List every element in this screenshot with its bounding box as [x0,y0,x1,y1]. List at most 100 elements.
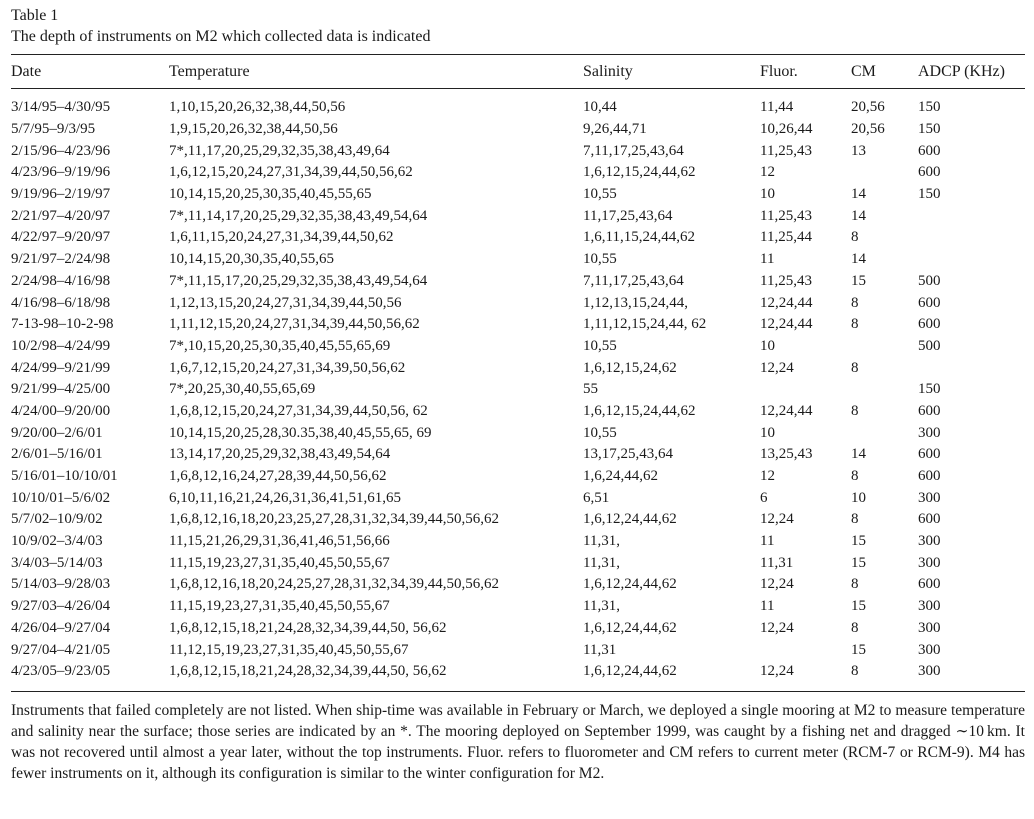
cell-adcp: 600 [918,511,941,528]
cell-salinity: 10,55 [583,337,617,354]
cell-adcp: 500 [918,272,941,289]
cell-salinity: 1,6,12,24,44,62 [583,511,677,528]
table-row: 4/16/98–6/18/98 1,12,13,15,20,24,27,31,34… [11,292,1025,314]
cell-temperature: 1,12,13,15,20,24,27,31,34,39,44,50,56 [169,294,402,311]
cell-cm: 14 [851,446,866,463]
cell-fluor: 12,24 [760,511,794,528]
cell-adcp: 150 [918,381,941,398]
cell-fluor [760,379,851,401]
cell-adcp: 600 [918,164,941,181]
column-header-fluor: Fluor. [760,55,851,89]
cell-cm: 15 [851,272,866,289]
cell-salinity: 9,26,44,71 [583,121,647,138]
cell-adcp: 600 [918,446,941,463]
cell-adcp: 600 [918,316,941,333]
table-row: 9/27/04–4/21/05 11,12,15,19,23,27,31,35,4… [11,639,1025,661]
cell-date: 5/7/95–9/3/95 [11,121,96,138]
cell-temperature: 10,14,15,20,25,30,35,40,45,55,65 [169,186,372,203]
cell-cm: 8 [851,576,859,593]
column-header-salinity: Salinity [583,55,760,89]
table-row: 10/2/98–4/24/99 7*,10,15,20,25,30,35,40,4… [11,336,1025,358]
cell-adcp: 300 [918,489,941,506]
cell-salinity: 1,6,12,24,44,62 [583,663,677,680]
cell-cm: 10 [851,489,866,506]
cell-adcp: 600 [918,294,941,311]
cell-cm: 20,56 [851,121,885,138]
cell-salinity: 11,31 [583,641,617,658]
cell-salinity: 11,31, [583,554,620,571]
cell-salinity: 10,44 [583,99,617,116]
cell-temperature: 1,10,15,20,26,32,38,44,50,56 [169,99,346,116]
cell-fluor: 12,24,44 [760,402,813,419]
cell-salinity: 1,6,11,15,24,44,62 [583,229,695,246]
cell-salinity: 1,6,12,24,44,62 [583,619,677,636]
cell-adcp: 300 [918,533,941,550]
cell-fluor: 11 [760,598,775,615]
cell-temperature: 1,6,8,12,16,18,20,23,25,27,28,31,32,34,3… [169,511,499,528]
cell-temperature: 7*,20,25,30,40,55,65,69 [169,381,316,398]
cell-adcp: 600 [918,142,941,159]
table-figure: Table 1 The depth of instruments on M2 w… [11,6,1025,784]
cell-cm: 14 [851,251,866,268]
cell-salinity: 10,55 [583,424,617,441]
cell-date: 9/27/03–4/26/04 [11,598,111,615]
cell-adcp: 300 [918,641,941,658]
cell-date: 2/6/01–5/16/01 [11,446,103,463]
cell-temperature: 7*,11,14,17,20,25,29,32,35,38,43,49,54,6… [169,207,428,224]
table-row: 4/22/97–9/20/97 1,6,11,15,20,24,27,31,34,… [11,227,1025,249]
cell-fluor: 12,24 [760,576,794,593]
cell-fluor: 12 [760,164,775,181]
cell-fluor: 12,24 [760,619,794,636]
cell-cm: 15 [851,641,866,658]
column-header-cm: CM [851,55,918,89]
cell-temperature: 7*,11,17,20,25,29,32,35,38,43,49,64 [169,142,390,159]
cell-fluor: 13,25,43 [760,446,813,463]
cell-cm: 8 [851,619,859,636]
column-header-adcp: ADCP (KHz) [918,55,1025,89]
cell-cm: 8 [851,316,859,333]
table-row: 2/21/97–4/20/97 7*,11,14,17,20,25,29,32,3… [11,205,1025,227]
cell-date: 2/21/97–4/20/97 [11,207,111,224]
bottom-rule [11,690,1025,692]
table-body: 3/14/95–4/30/95 1,10,15,20,26,32,38,44,50… [11,89,1025,683]
column-header-temperature: Temperature [169,55,583,89]
cell-cm: 8 [851,294,859,311]
cell-salinity: 11,17,25,43,64 [583,207,673,224]
cell-date: 5/16/01–10/10/01 [11,468,118,485]
table-row: 10/9/02–3/4/03 11,15,21,26,29,31,36,41,46… [11,531,1025,553]
table-footnote: Instruments that failed completely are n… [11,701,1025,782]
cell-temperature: 10,14,15,20,30,35,40,55,65 [169,251,334,268]
cell-date: 5/7/02–10/9/02 [11,511,103,528]
cell-temperature: 1,6,8,12,15,18,21,24,28,32,34,39,44,50, … [169,619,447,636]
table-row: 3/14/95–4/30/95 1,10,15,20,26,32,38,44,50… [11,89,1025,119]
cell-cm: 15 [851,598,866,615]
cell-cm: 14 [851,186,866,203]
cell-adcp: 300 [918,554,941,571]
cell-fluor: 11,25,43 [760,272,812,289]
cell-temperature: 1,6,12,15,20,24,27,31,34,39,44,50,56,62 [169,164,413,181]
cell-temperature: 1,11,12,15,20,24,27,31,34,39,44,50,56,62 [169,316,420,333]
cell-date: 9/20/00–2/6/01 [11,424,103,441]
cell-fluor: 11,31 [760,554,794,571]
table-row: 10/10/01–5/6/02 6,10,11,16,21,24,26,31,36… [11,487,1025,509]
cell-date: 4/24/00–9/20/00 [11,402,111,419]
cell-salinity: 1,6,24,44,62 [583,468,658,485]
top-rule [11,54,1025,55]
cell-salinity: 7,11,17,25,43,64 [583,272,684,289]
cell-fluor: 11,44 [760,99,794,116]
cell-cm [851,422,918,444]
cell-date: 5/14/03–9/28/03 [11,576,111,593]
cell-date: 9/21/99–4/25/00 [11,381,111,398]
table-row: 9/21/99–4/25/00 7*,20,25,30,40,55,65,69 55… [11,379,1025,401]
cell-adcp: 300 [918,424,941,441]
cell-temperature: 6,10,11,16,21,24,26,31,36,41,51,61,65 [169,489,401,506]
cell-date: 3/4/03–5/14/03 [11,554,103,571]
cell-date: 10/9/02–3/4/03 [11,533,103,550]
cell-fluor: 11 [760,533,775,550]
cell-cm: 8 [851,229,859,246]
cell-salinity: 6,51 [583,489,610,506]
cell-cm: 15 [851,554,866,571]
cell-temperature: 11,15,19,23,27,31,35,40,45,50,55,67 [169,598,390,615]
header-row: Date Temperature Salinity Fluor. CM ADCP… [11,55,1025,89]
cell-salinity: 13,17,25,43,64 [583,446,673,463]
